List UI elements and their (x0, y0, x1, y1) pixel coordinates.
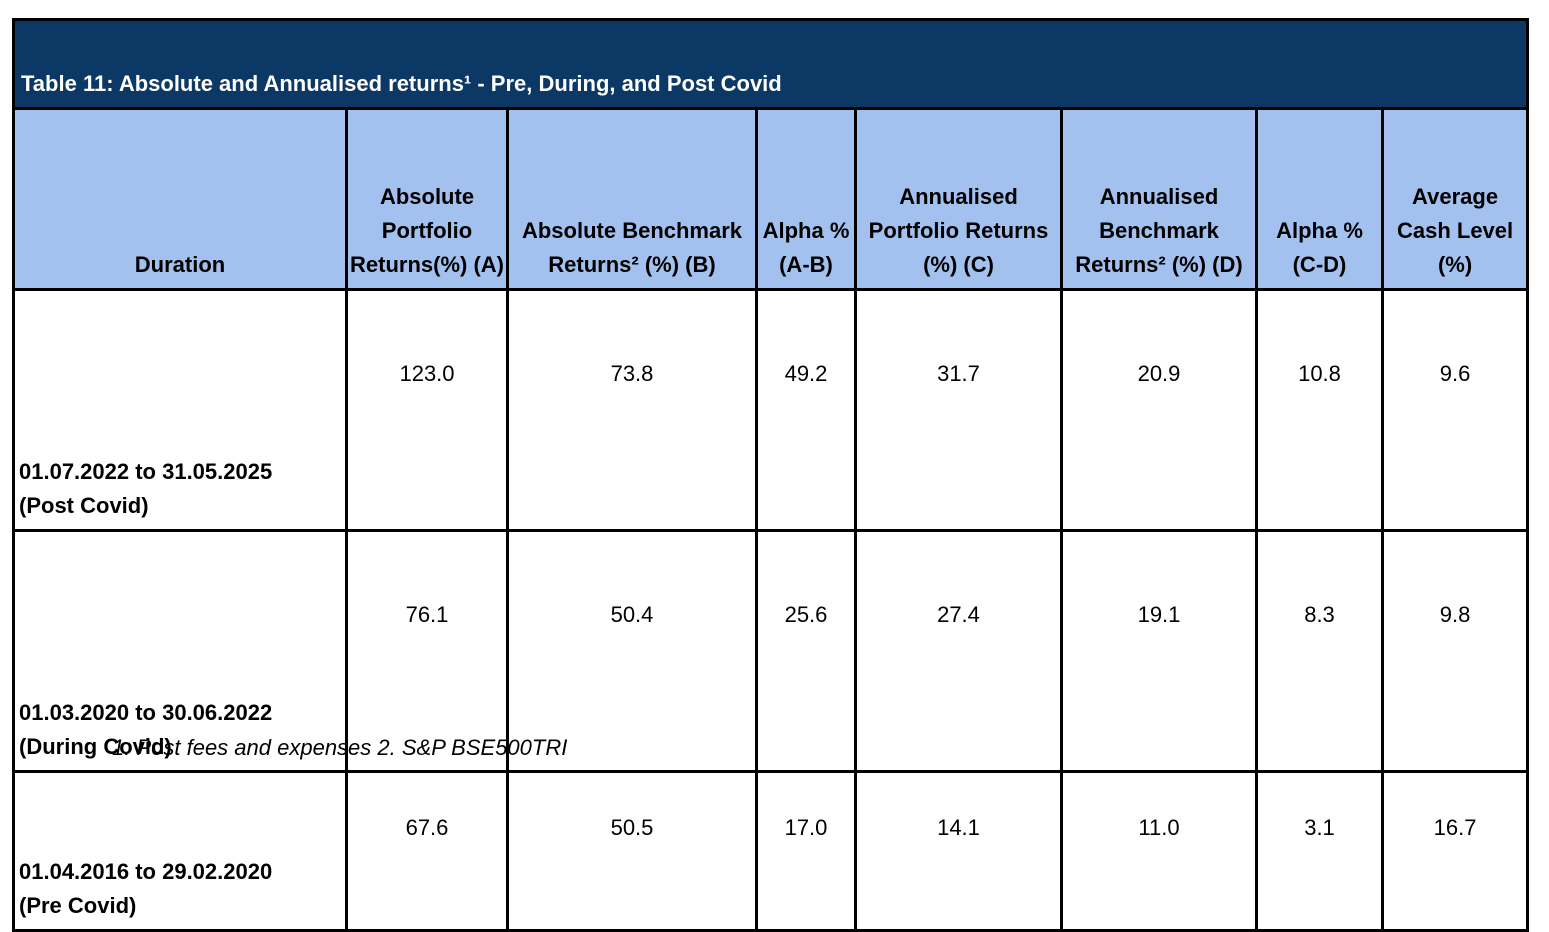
annualised-portfolio-returns-cell: 14.1 (854, 770, 1063, 932)
table-title: Table 11: Absolute and Annualised return… (11, 18, 1530, 110)
duration-cell: 01.07.2022 to 31.05.2025 (Post Covid) (12, 288, 348, 532)
duration-period: (During Covid) (19, 734, 172, 759)
absolute-portfolio-returns-cell: 67.6 (345, 770, 509, 932)
absolute-benchmark-returns-cell: 50.4 (506, 529, 758, 773)
annualised-benchmark-returns-cell: 19.1 (1060, 529, 1258, 773)
absolute-portfolio-returns-cell: 76.1 (345, 529, 509, 773)
column-header-duration: Duration (12, 107, 348, 291)
table-row: 01.04.2016 to 29.02.2020 (Pre Covid) 67.… (12, 770, 1530, 932)
duration-dates: 01.03.2020 to 30.06.2022 (19, 700, 273, 725)
average-cash-level-cell: 9.8 (1380, 529, 1530, 773)
alpha-a-b-cell: 25.6 (755, 529, 857, 773)
table-row: 01.03.2020 to 30.06.2022 (During Covid) … (12, 529, 1530, 773)
duration-period: (Pre Covid) (19, 893, 137, 918)
alpha-c-d-cell: 3.1 (1255, 770, 1384, 932)
alpha-c-d-cell: 8.3 (1255, 529, 1384, 773)
duration-dates: 01.07.2022 to 31.05.2025 (19, 459, 273, 484)
absolute-portfolio-returns-cell: 123.0 (345, 288, 509, 532)
returns-table-container: Table 11: Absolute and Annualised return… (11, 18, 1530, 932)
annualised-portfolio-returns-cell: 27.4 (854, 529, 1063, 773)
duration-cell: 01.03.2020 to 30.06.2022 (During Covid) (12, 529, 348, 773)
table-row: 01.07.2022 to 31.05.2025 (Post Covid) 12… (12, 288, 1530, 532)
column-header-annualised-portfolio-returns: Annualised Portfolio Returns (%) (C) (854, 107, 1063, 291)
returns-table: Table 11: Absolute and Annualised return… (11, 18, 1530, 932)
average-cash-level-cell: 9.6 (1380, 288, 1530, 532)
duration-period: (Post Covid) (19, 493, 149, 518)
annualised-portfolio-returns-cell: 31.7 (854, 288, 1063, 532)
alpha-a-b-cell: 49.2 (755, 288, 857, 532)
table-title-row: Table 11: Absolute and Annualised return… (11, 18, 1530, 110)
annualised-benchmark-returns-cell: 20.9 (1060, 288, 1258, 532)
table-footnote: 1. Post fees and expenses 2. S&P BSE500T… (112, 735, 568, 760)
average-cash-level-cell: 16.7 (1380, 770, 1530, 932)
absolute-benchmark-returns-cell: 73.8 (506, 288, 758, 532)
duration-dates: 01.04.2016 to 29.02.2020 (19, 859, 273, 884)
column-header-absolute-portfolio-returns: Absolute Portfolio Returns(%) (A) (345, 107, 509, 291)
column-header-annualised-benchmark-returns: Annualised Benchmark Returns² (%) (D) (1060, 107, 1258, 291)
annualised-benchmark-returns-cell: 11.0 (1060, 770, 1258, 932)
alpha-c-d-cell: 10.8 (1255, 288, 1384, 532)
table-header-row: Duration Absolute Portfolio Returns(%) (… (12, 107, 1530, 291)
column-header-absolute-benchmark-returns: Absolute Benchmark Returns² (%) (B) (506, 107, 758, 291)
absolute-benchmark-returns-cell: 50.5 (506, 770, 758, 932)
column-header-alpha-c-d: Alpha % (C-D) (1255, 107, 1384, 291)
duration-cell: 01.04.2016 to 29.02.2020 (Pre Covid) (12, 770, 348, 932)
alpha-a-b-cell: 17.0 (755, 770, 857, 932)
column-header-alpha-a-b: Alpha % (A-B) (755, 107, 857, 291)
column-header-average-cash-level: Average Cash Level (%) (1380, 107, 1530, 291)
